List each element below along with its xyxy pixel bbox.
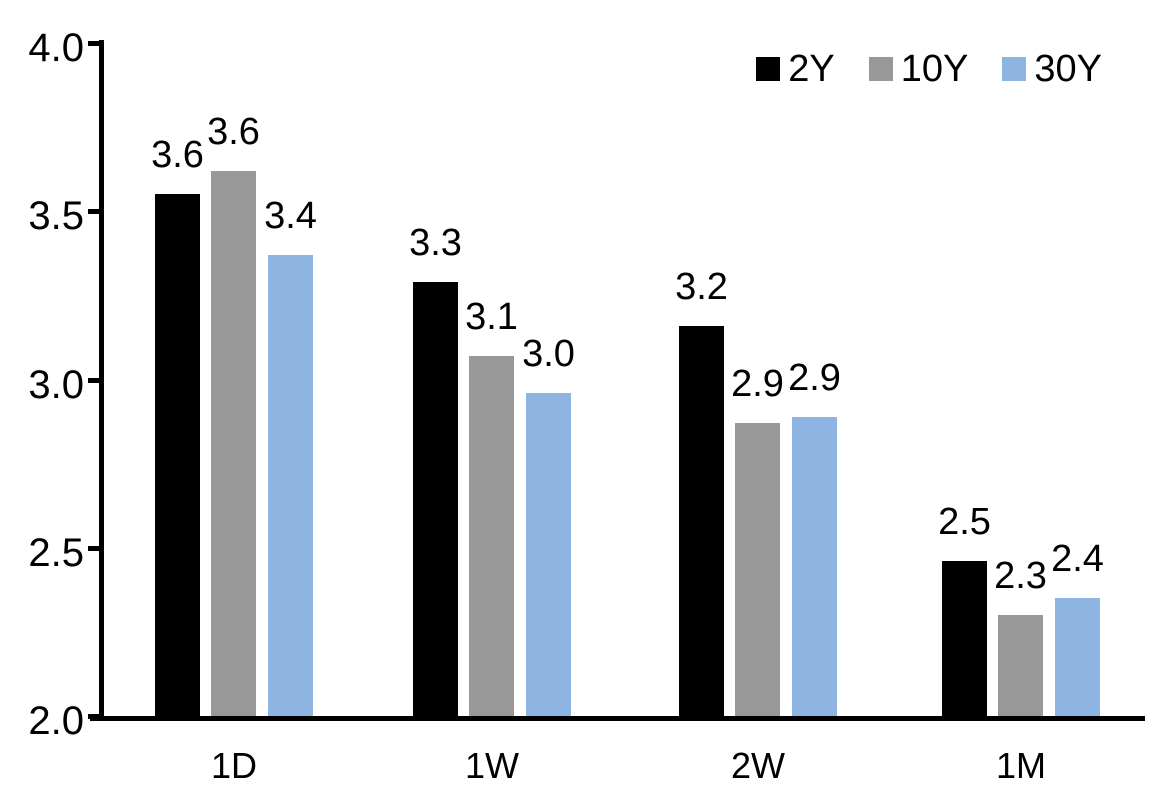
bar-2y-1d bbox=[155, 194, 200, 716]
y-tick bbox=[88, 377, 104, 383]
bar-30y-1m bbox=[1055, 598, 1100, 716]
legend-swatch-10y bbox=[868, 57, 893, 81]
y-tick-label: 4.0 bbox=[28, 26, 84, 70]
x-category-label-1m: 1M bbox=[995, 745, 1046, 786]
bar-2y-1m bbox=[942, 561, 987, 716]
bar-30y-1w bbox=[526, 392, 571, 716]
bar-30y-1d bbox=[268, 254, 313, 716]
y-tick-label: 3.5 bbox=[28, 194, 84, 239]
bar-value-label: 3.3 bbox=[409, 221, 462, 264]
y-tick bbox=[88, 545, 104, 551]
y-tick bbox=[88, 714, 104, 719]
bar-2y-2w bbox=[679, 325, 724, 716]
x-category-label-2w: 2W bbox=[731, 745, 785, 786]
bar-30y-2w bbox=[792, 416, 837, 716]
y-tick-label: 2.5 bbox=[28, 530, 84, 575]
bar-value-label: 2.4 bbox=[1051, 538, 1104, 581]
bar-10y-1d bbox=[211, 170, 256, 716]
bar-10y-1m bbox=[998, 615, 1043, 716]
legend-label-30y: 30Y bbox=[1034, 48, 1102, 90]
y-tick bbox=[88, 41, 104, 46]
bar-10y-1w bbox=[469, 355, 514, 716]
x-axis-line bbox=[90, 716, 1145, 721]
chart-legend: 2Y 10Y 30Y bbox=[756, 50, 1102, 88]
bar-value-label: 3.0 bbox=[522, 332, 575, 375]
bar-2y-1w bbox=[413, 281, 458, 716]
bar-value-label: 3.6 bbox=[207, 110, 260, 153]
legend-item-2y: 2Y bbox=[756, 48, 835, 90]
y-tick bbox=[88, 209, 104, 215]
bar-value-label: 3.4 bbox=[264, 194, 317, 237]
bar-value-label: 2.9 bbox=[731, 363, 784, 406]
legend-swatch-30y bbox=[1002, 57, 1027, 81]
y-tick-label: 3.0 bbox=[28, 362, 84, 407]
x-category-label-1d: 1D bbox=[210, 745, 258, 786]
bar-value-label: 3.1 bbox=[465, 295, 518, 338]
legend-swatch-2y bbox=[756, 57, 781, 81]
bar-value-label: 2.3 bbox=[994, 555, 1047, 598]
y-tick-label: 2.0 bbox=[28, 699, 84, 743]
bar-value-label: 3.6 bbox=[151, 134, 204, 177]
bar-value-label: 2.5 bbox=[938, 501, 991, 544]
legend-item-30y: 30Y bbox=[1002, 50, 1102, 88]
bar-10y-2w bbox=[735, 423, 780, 716]
legend-item-10y: 10Y bbox=[868, 48, 969, 90]
bar-value-label: 2.9 bbox=[788, 356, 841, 399]
legend-label-10y: 10Y bbox=[900, 48, 969, 90]
bar-value-label: 3.2 bbox=[675, 265, 728, 308]
legend-label-2y: 2Y bbox=[788, 48, 835, 90]
x-category-label-1w: 1W bbox=[465, 745, 519, 786]
